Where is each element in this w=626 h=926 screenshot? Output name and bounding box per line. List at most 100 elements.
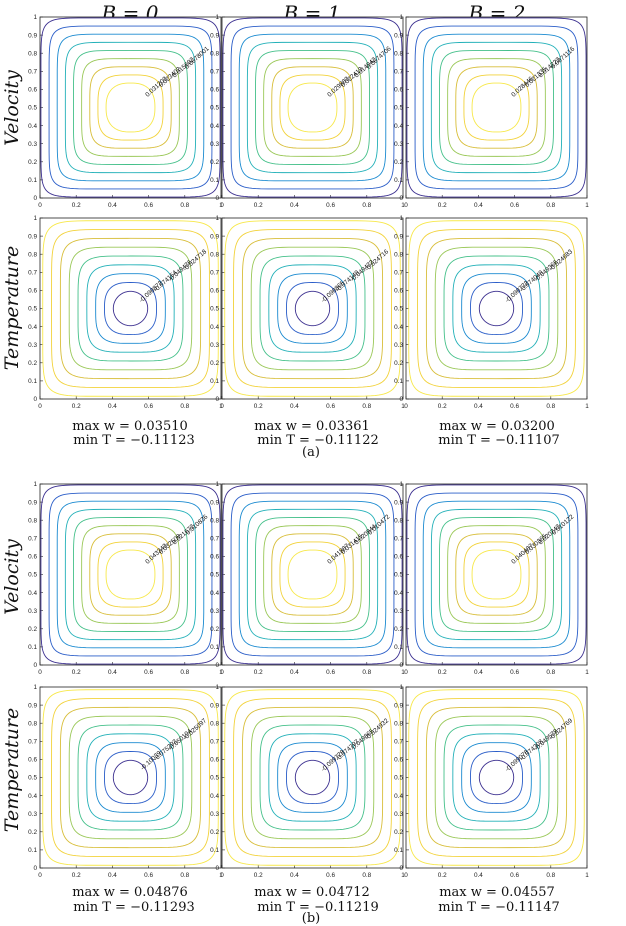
contour-line [414,25,579,190]
x-tick-label: 1 [401,669,405,676]
x-tick-label: 0 [38,202,42,209]
x-tick-label: 0.2 [72,403,81,410]
y-tick-label: 0.3 [394,141,403,148]
x-tick-label: 0.8 [362,202,371,209]
x-tick-label: 0.8 [362,872,371,879]
contour-line [430,41,563,174]
contour-panel: 0 0.2 0.4 0.6 0.8 100.10.20.30.40.50.60.70.80… [28,215,223,410]
y-tick-label: 0.6 [210,554,219,561]
contour-line [455,66,538,149]
y-tick-label: 0.1 [28,847,37,854]
y-tick-label: 0.2 [210,626,219,633]
y-tick-label: 0.2 [210,360,219,367]
y-tick-label: 0.6 [210,757,219,764]
contour-line [271,533,354,616]
contour-line [59,706,202,849]
x-tick-label: 0.2 [254,872,263,879]
contour-line [56,500,205,649]
y-tick-label: 0.2 [28,159,37,166]
y-tick-label: 1 [399,14,403,21]
y-tick-label: 0.8 [210,50,219,57]
contour-panel: 0 0.2 0.4 0.6 0.8 100.10.20.30.40.50.60.70.80… [28,684,223,879]
y-tick-label: 0.7 [210,270,219,277]
y-tick-label: 0.9 [28,233,37,240]
y-tick-label: 0.8 [394,50,403,57]
y-tick-label: 0.3 [210,342,219,349]
contour-line [452,733,541,822]
contour-line [241,237,384,380]
contour-line [279,74,346,141]
y-tick-label: 0.5 [28,105,37,112]
y-tick-label: 0.2 [210,159,219,166]
x-tick-label: 1 [219,202,223,209]
contour-line [463,541,530,608]
y-tick-label: 0.1 [210,644,219,651]
y-tick-label: 0.3 [394,811,403,818]
x-tick-label: 0.2 [254,202,263,209]
x-tick-label: 0 [220,202,224,209]
max-w-a-b0: max w = 0.03510 [72,419,188,434]
contour-panel: 0 0.2 0.4 0.6 0.8 100.10.20.30.40.50.60.70.80… [210,684,405,879]
y-tick-label: 0.3 [28,608,37,615]
y-tick-label: 0.7 [28,270,37,277]
x-tick-label: 1 [401,403,405,410]
contour-line [246,41,379,174]
contour-line [263,58,362,157]
y-tick-label: 0.3 [210,141,219,148]
x-tick-label: 0.4 [108,669,117,676]
y-tick-label: 0 [399,662,403,669]
x-tick-label: 0.4 [290,202,299,209]
min-t-a-b1: min T = −0.11122 [257,433,378,448]
contour-line [439,517,554,632]
contour-line [294,290,331,327]
max-w-b-b0: max w = 0.04876 [72,885,188,900]
min-t-b-b2: min T = −0.11147 [438,900,559,915]
contour-line [250,715,375,840]
x-tick-label: 0.6 [510,669,519,676]
y-tick-label: 0.1 [210,177,219,184]
y-tick-label: 0.3 [210,811,219,818]
min-t-b-b0: min T = −0.11293 [73,900,194,915]
panel-grid: 0 0.2 0.4 0.6 0.8 100.10.20.30.40.50.60.70.80… [28,14,589,879]
contour-line [470,282,523,335]
max-w-b-b1: max w = 0.04712 [254,885,370,900]
y-tick-label: 0.1 [28,378,37,385]
x-tick-label: 0.4 [290,669,299,676]
y-tick-label: 0.6 [394,757,403,764]
contour-line [443,255,550,362]
x-tick-label: 0.8 [180,872,189,879]
y-tick-label: 0.1 [394,378,403,385]
y-tick-label: 0.8 [28,251,37,258]
y-tick-label: 0.8 [28,50,37,57]
y-tick-label: 0.6 [28,554,37,561]
contour-line [268,733,357,822]
contour-line [452,264,541,353]
x-tick-label: 0 [220,403,224,410]
contour-line [279,541,346,608]
y-tick-label: 0.4 [28,324,37,331]
row-header-temperature-a: Temperature [1,246,23,370]
contour-line [425,706,568,849]
contour-line [422,500,571,649]
row-header-velocity-b: Velocity [1,539,23,615]
y-tick-label: 0.8 [28,720,37,727]
y-tick-label: 0.7 [28,739,37,746]
contour-line [478,759,515,796]
plot-frame [39,483,222,666]
x-tick-label: 0.2 [254,669,263,676]
y-tick-label: 0.3 [28,141,37,148]
contour-line [68,246,193,371]
y-tick-label: 0.7 [28,536,37,543]
contour-line [224,689,401,866]
plot-frame [405,16,588,199]
y-tick-label: 0.2 [394,626,403,633]
contour-line [77,724,184,831]
contour-panel: 0 0.2 0.4 0.6 0.8 100.10.20.30.40.50.60.70.80… [394,14,589,209]
y-tick-label: 0.1 [394,177,403,184]
contour-line [417,229,576,388]
plot-frame [221,217,404,400]
contour-line [64,508,197,641]
y-tick-label: 0.1 [28,644,37,651]
contour-line [259,724,366,831]
